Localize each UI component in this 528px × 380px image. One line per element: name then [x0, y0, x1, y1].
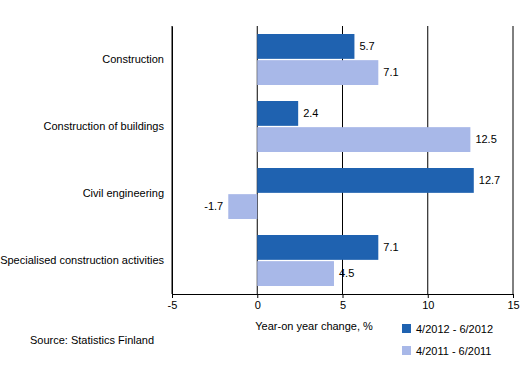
legend-label: 4/2011 - 6/2011 — [416, 345, 491, 357]
annotation: Source: Statistics Finland — [30, 334, 154, 346]
chart: 5.7 2.4 12.7 7.1 7.1 12.5 -1.7 4.5 -5 0 5 10 15 Const… — [0, 0, 528, 380]
x-axis-title: Year-on year change, % — [255, 320, 373, 332]
tick: 15 — [507, 294, 519, 311]
tick-mark — [428, 294, 429, 298]
category-tick: Civil engineering — [83, 187, 172, 199]
legend-item: 4/2012 - 6/2012 — [402, 323, 493, 335]
axis-line — [172, 27, 173, 295]
bar — [257, 101, 298, 126]
bar — [257, 261, 334, 286]
tick-mark — [343, 294, 344, 298]
data-label: 7.1 — [383, 241, 398, 253]
category-tick: Specialised construction activities — [0, 254, 172, 266]
tick-label: 5 — [340, 299, 346, 311]
plot: 5.7 2.4 12.7 7.1 7.1 12.5 -1.7 4.5 -5 0 5 10 15 Const… — [0, 26, 519, 311]
legend-label: 4/2012 - 6/2012 — [416, 323, 493, 335]
grid-line — [172, 26, 173, 294]
data-label: 12.7 — [479, 174, 500, 186]
tick-label: 0 — [255, 299, 261, 311]
grid — [172, 26, 513, 294]
category-tick: Construction of buildings — [44, 120, 172, 132]
grid-line — [513, 26, 514, 294]
tick-mark — [513, 294, 514, 298]
tick-label: 15 — [507, 299, 519, 311]
data-label: 4.5 — [339, 267, 354, 279]
data-label: 5.7 — [359, 40, 374, 52]
tick: 0 — [255, 294, 261, 311]
tick-label: Specialised construction activities — [0, 254, 164, 266]
bars — [228, 34, 474, 286]
tick-mark — [257, 294, 258, 298]
data-labels: 5.7 2.4 12.7 7.1 7.1 12.5 -1.7 4.5 — [204, 40, 500, 279]
tick-label: Construction — [102, 53, 164, 65]
legend: 4/2012 - 6/2012 4/2011 - 6/2011 — [402, 323, 493, 357]
bar — [228, 194, 257, 219]
bar — [257, 168, 474, 193]
bar — [257, 60, 378, 85]
data-label: 12.5 — [475, 133, 496, 145]
x-axis: -5 0 5 10 15 — [168, 294, 520, 311]
tick-label: Civil engineering — [83, 187, 164, 199]
tick: 10 — [422, 294, 434, 311]
tick-label: Construction of buildings — [44, 120, 165, 132]
bar — [257, 127, 470, 152]
legend-swatch — [402, 346, 411, 355]
category-tick: Construction — [102, 53, 172, 65]
tick-mark — [172, 294, 173, 298]
data-label: 7.1 — [383, 66, 398, 78]
axis-line — [173, 295, 514, 299]
bar — [257, 235, 378, 260]
y-axis: Construction Construction of buildings Civ… — [0, 27, 172, 295]
bar — [257, 34, 354, 59]
legend-swatch — [402, 324, 411, 333]
data-label: 2.4 — [303, 107, 318, 119]
grid-line — [427, 26, 428, 294]
tick: -5 — [168, 294, 178, 311]
data-label: -1.7 — [204, 200, 223, 212]
tick-label: 10 — [422, 299, 434, 311]
tick-label: -5 — [168, 299, 178, 311]
legend-item: 4/2011 - 6/2011 — [402, 345, 491, 357]
tick: 5 — [340, 294, 346, 311]
